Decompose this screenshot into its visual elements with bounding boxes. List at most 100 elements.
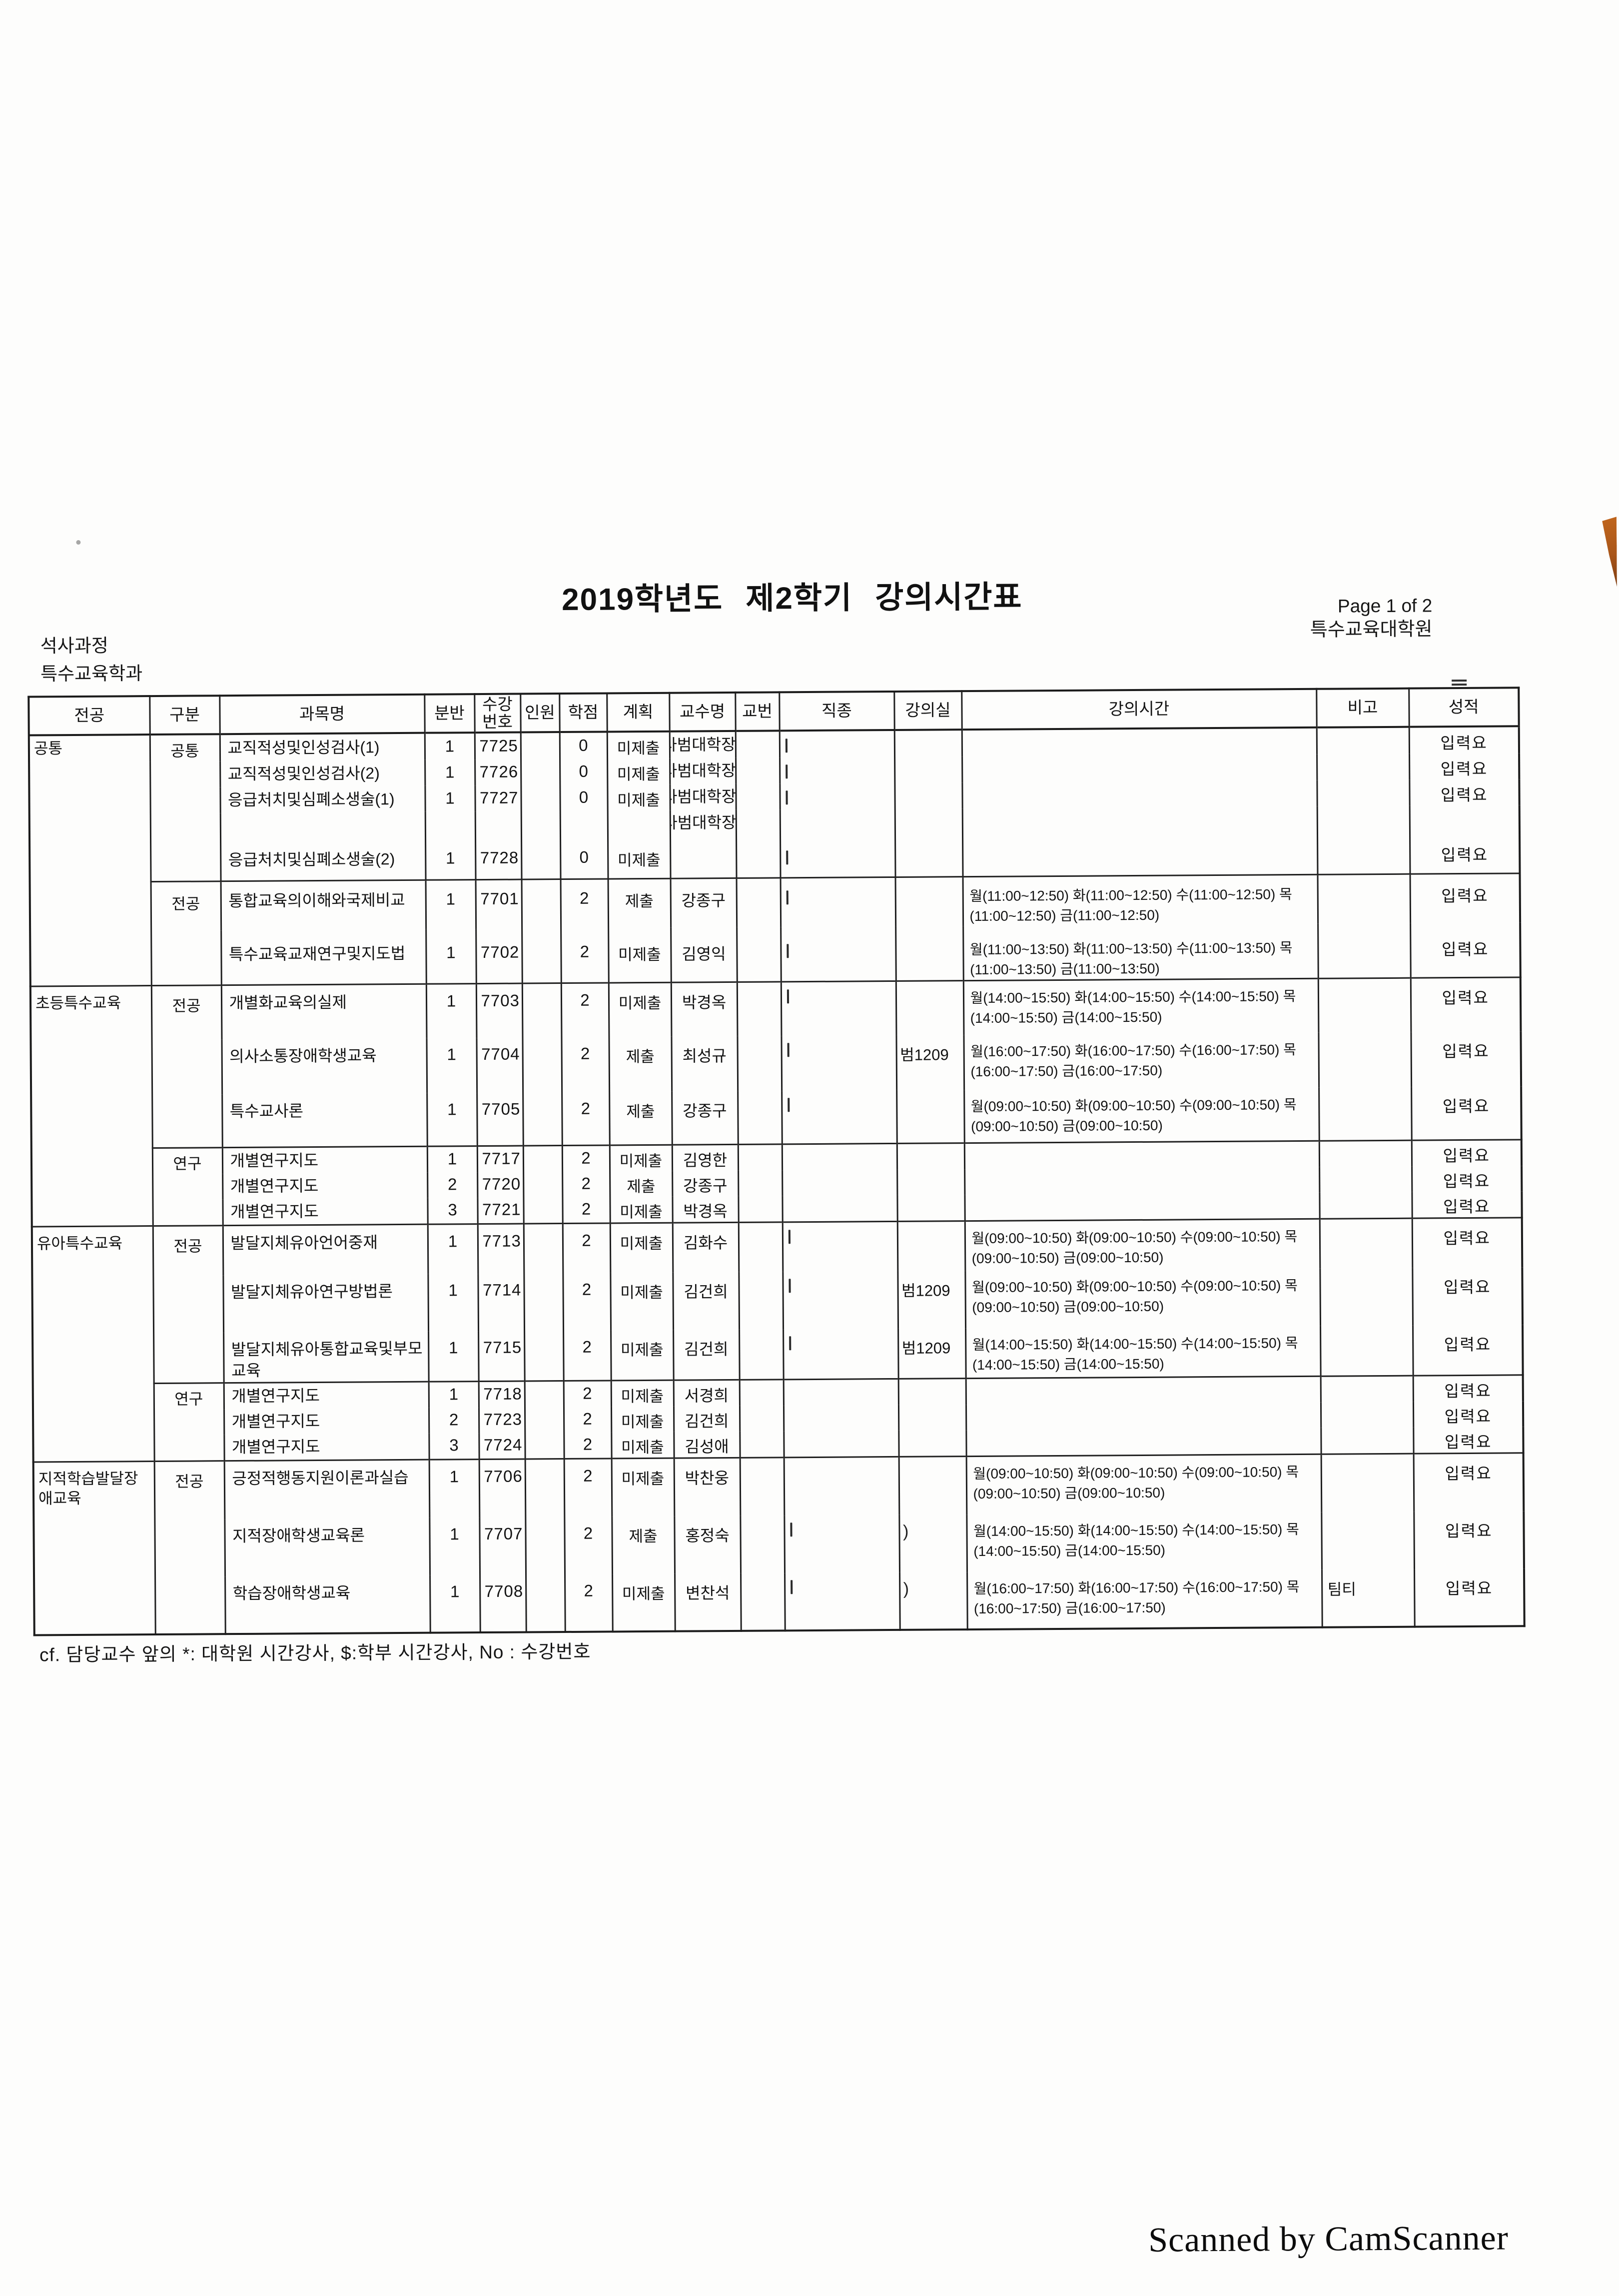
cell-room — [897, 1194, 965, 1222]
cell-name: 개별화교육의실제 — [221, 983, 427, 1040]
cell-prof: 사범대학장 — [669, 731, 736, 759]
cell-credit: 2 — [565, 1574, 613, 1632]
cell-section: 1 — [427, 1093, 477, 1146]
cell-section: 1 — [426, 1038, 477, 1093]
cell-plan: 미제출 — [610, 1196, 673, 1223]
cell-section: 3 — [427, 1197, 478, 1224]
cell-plan: 미제출 — [611, 1432, 674, 1459]
cell-profno — [740, 1516, 785, 1574]
cell-note: 팀티 — [1322, 1569, 1415, 1628]
cell-room — [894, 757, 962, 783]
scan-mark-tick — [787, 1043, 790, 1057]
course-row: 학습장애학생교육 1 7708 2 미제출 변찬석) 월(16:00~17:50) 화(16… — [34, 1568, 1525, 1635]
cell-grade: 입력요 — [1411, 1031, 1522, 1087]
cell-job — [784, 1515, 900, 1573]
cell-enroll — [526, 1574, 565, 1632]
cell-time — [965, 1376, 1321, 1405]
cell-time: 월(16:00~17:50) 화(16:00~17:50) 수(16:00~17… — [963, 1033, 1319, 1090]
cell-profno — [740, 1457, 785, 1517]
cell-code: 7702 — [476, 928, 522, 984]
cell-enroll — [524, 1273, 564, 1331]
cell-prof: 사범대학장 — [670, 758, 736, 784]
column-header: 직종 — [779, 691, 894, 731]
cell-credit: 2 — [562, 1197, 610, 1224]
cell-room: 범1209 — [898, 1328, 966, 1379]
cell-credit: 2 — [561, 1037, 610, 1093]
cell-grade: 입력요 — [1410, 977, 1521, 1032]
cell-room: 범1209 — [897, 1271, 966, 1329]
cell-room — [898, 1404, 966, 1431]
cell-job — [785, 1572, 900, 1631]
cell-section: 1 — [430, 1575, 480, 1633]
cell-plan: 미제출 — [612, 1573, 675, 1632]
column-header: 비고 — [1316, 688, 1409, 728]
cell-credit: 2 — [564, 1517, 613, 1575]
column-header: 수강번호 — [474, 694, 521, 733]
cell-credit: 0 — [560, 759, 608, 785]
cell-code: 7726 — [475, 759, 521, 786]
cell-job — [780, 877, 896, 927]
cell-name: 의사소통장애학생교육 — [221, 1038, 427, 1095]
cell-plan: 미제출 — [611, 1458, 675, 1517]
cell-time — [964, 1141, 1320, 1169]
cell-job — [783, 1379, 898, 1406]
cell-credit: 2 — [562, 1223, 611, 1274]
cell-time — [962, 755, 1317, 783]
cell-time: 월(11:00~13:50) 화(11:00~13:50) 수(11:00~13… — [963, 924, 1318, 981]
column-header: 교수명 — [669, 692, 736, 732]
cell-note — [1319, 1218, 1413, 1269]
cell-grade: 입력요 — [1413, 1375, 1523, 1402]
course-row: 특수교육교재연구및지도법 1 7702 2 미제출 김영익 월(11:00~13:50) 화… — [30, 922, 1521, 986]
column-header: 인원 — [520, 694, 560, 733]
cell-name: 개별연구지도 — [223, 1381, 429, 1409]
cell-prof: 김건희 — [673, 1406, 740, 1432]
cell-room — [894, 782, 962, 809]
course-row: 의사소통장애학생교육 1 7704 2 제출 최성규 범1209 월(16:00~17:50)… — [30, 1031, 1522, 1096]
cell-section: 3 — [429, 1433, 479, 1460]
cell-job — [779, 730, 895, 758]
cell-room — [897, 1221, 965, 1272]
cell-gubun: 연구 — [152, 1147, 223, 1226]
cell-prof: 김건희 — [673, 1330, 740, 1380]
column-header: 구분 — [149, 696, 220, 735]
cell-grade: 입력요 — [1409, 726, 1520, 754]
cell-note — [1319, 1192, 1412, 1219]
cell-code: 7728 — [475, 811, 522, 880]
page-number: Page 1 of 2 — [1337, 595, 1433, 617]
cell-profno — [739, 1379, 784, 1406]
column-header: 분반 — [424, 694, 475, 733]
professor-name-clipped: 사범대학장 — [670, 787, 736, 806]
cell-plan: 제출 — [610, 1171, 673, 1197]
scan-mark-tick — [787, 1098, 790, 1112]
cell-section: 1 — [425, 785, 475, 812]
cell-name: 특수교육교재연구및지도법 — [221, 929, 426, 985]
cell-plan: 제출 — [609, 1091, 672, 1145]
course-row: 발달지체유아연구방법론 1 7714 2 미제출 김건희 범1209 월(09:00~10:5… — [32, 1267, 1523, 1334]
cell-job — [782, 1090, 897, 1144]
cell-profno — [736, 809, 781, 878]
cell-name: 발달지체유아언어중재 — [222, 1224, 428, 1276]
cell-credit: 0 — [560, 810, 608, 879]
cell-plan: 미제출 — [607, 784, 670, 811]
cell-enroll — [524, 1381, 564, 1408]
scan-mark-tick — [786, 850, 788, 865]
course-row: 특수교사론 1 7705 2 제출 강종구 월(09:00~10:50) 화(09:00~1… — [31, 1086, 1522, 1149]
cell-room — [894, 808, 963, 877]
cell-note — [1318, 923, 1411, 979]
cell-grade: 입력요 — [1412, 1267, 1523, 1326]
cell-profno — [738, 1196, 783, 1223]
cell-note — [1320, 1325, 1413, 1377]
cell-section: 1 — [428, 1381, 479, 1408]
cell-job — [783, 1405, 899, 1432]
cell-plan: 미제출 — [611, 1380, 674, 1407]
cell-time — [965, 1402, 1321, 1430]
cell-job — [781, 1035, 897, 1091]
cell-note — [1321, 1512, 1415, 1570]
scan-mark-tick — [788, 1230, 791, 1244]
footnote: cf. 담당교수 앞의 *: 대학원 시간강사, $:학부 시간강사, No :… — [39, 1641, 591, 1665]
professor-name-clipped: 사범대학장 — [670, 813, 737, 832]
cell-gubun: 전공 — [150, 881, 221, 986]
cell-name: 학습장애학생교육 — [225, 1575, 430, 1634]
scan-mark-tick — [785, 790, 788, 805]
cell-code: 7718 — [478, 1381, 525, 1408]
